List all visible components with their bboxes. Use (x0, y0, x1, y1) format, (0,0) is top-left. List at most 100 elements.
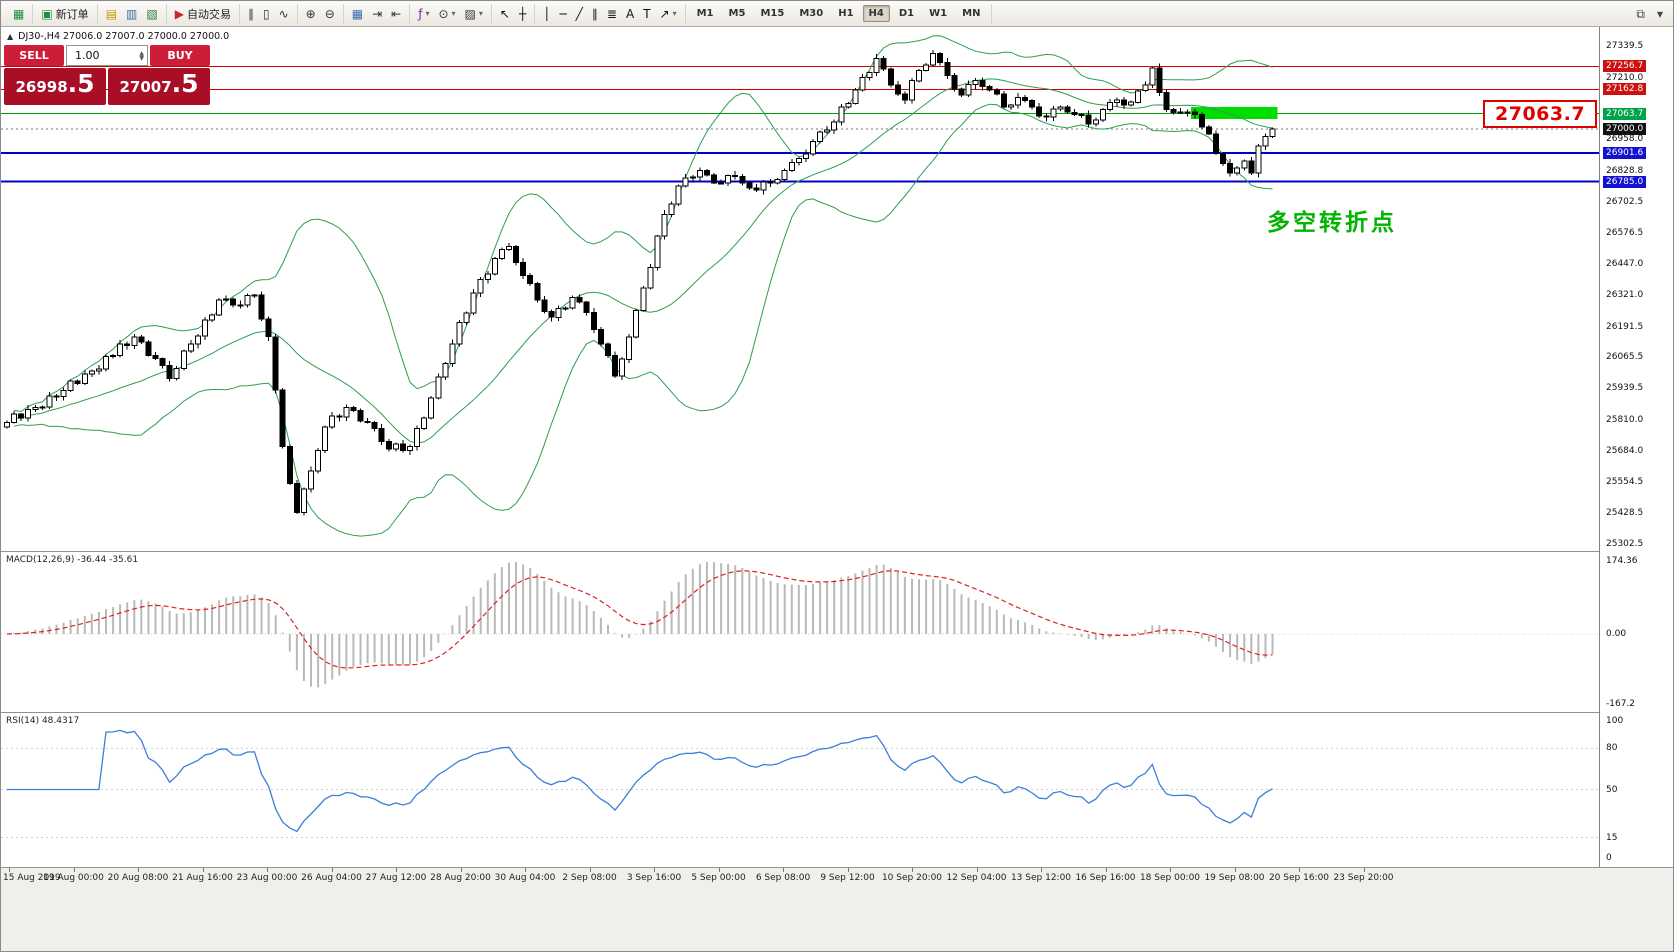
timeframe-w1-button[interactable]: W1 (929, 8, 948, 19)
rsi-axis-label: 80 (1606, 743, 1618, 754)
time-tick (1041, 868, 1042, 872)
arrows-button[interactable]: ↗ ▾ (656, 3, 681, 24)
price-line-label: 27162.8 (1603, 83, 1647, 96)
chart-shift-button[interactable]: ⇤ (387, 3, 405, 24)
auto-scroll-button[interactable]: ⇥ (368, 3, 386, 24)
macd-axis-label: 0.00 (1606, 629, 1627, 639)
timeframe-m15-button[interactable]: M15 (760, 8, 785, 19)
rsi-axis-label: 100 (1606, 716, 1624, 726)
toolbar: ▦ ▣ 新订单 ▤ ▥ ▧ ▶ 自动交易 ∥ ▯ ∿ ⊕ ⊖ ▦ ⇥ ⇤ ƒ ▾ ⊙ ▾ ▨ ▾ ↖ ┼ │ ─ ╱ ∥ ≣ A T ↗ ▾ M1… (1, 1, 1673, 27)
app-button[interactable]: ▦ (9, 3, 28, 24)
arrange-windows-button[interactable]: ⧉ (1632, 3, 1649, 24)
periods-button[interactable]: ⊙ ▾ (434, 3, 459, 24)
time-tick (783, 868, 784, 872)
timeframe-mn-button[interactable]: MN (962, 8, 981, 19)
one-click-collapse-icon[interactable]: ▲ (7, 32, 14, 41)
price-tag-label[interactable]: 27063.7 (1483, 100, 1598, 128)
volume-stepper[interactable]: ▲ ▼ (139, 49, 144, 62)
horizontal-line-button[interactable]: ─ (555, 3, 570, 24)
tile-windows-button[interactable]: ▦ (348, 3, 367, 24)
turning-point-annotation[interactable]: 多空转折点 (1267, 210, 1397, 236)
market-watch-button[interactable]: ▤ (102, 3, 121, 24)
sell-price-box[interactable]: 26998 .5 (4, 68, 106, 105)
line-chart-button[interactable]: ∿ (275, 3, 293, 24)
candlestick-chart-button[interactable]: ▯ (259, 3, 274, 24)
auto-trading-icon: ▶ (174, 6, 184, 21)
cursor-button[interactable]: ↖ (496, 3, 514, 24)
time-axis-label: 19 Aug 00:00 (43, 873, 104, 883)
macd-label: MACD(12,26,9) -36.44 -35.61 (6, 555, 139, 565)
volume-field[interactable]: 1.00 ▲ ▼ (66, 45, 148, 66)
toolbar-options-button[interactable]: ▾ (1653, 3, 1667, 24)
timeframe-h1-button[interactable]: H1 (838, 8, 854, 19)
rsi-panel[interactable] (1, 712, 1599, 867)
time-axis-label: 16 Sep 16:00 (1075, 873, 1136, 883)
price-line-label: 27000.0 (1603, 123, 1647, 136)
time-axis[interactable]: 15 Aug 2019 19 Aug 00:00 20 Aug 08:00 21 Au… (1, 867, 1673, 951)
timeframe-m1-button[interactable]: M1 (696, 8, 714, 19)
templates-button[interactable]: ▨ ▾ (461, 3, 487, 24)
price-axis-label: 26065.5 (1606, 352, 1644, 363)
stepper-up-icon[interactable]: ▲ (139, 49, 144, 57)
text-label-button[interactable]: T (639, 3, 654, 24)
timeframe-h4-button[interactable]: H4 (862, 5, 890, 22)
data-window-button[interactable]: ▥ (122, 3, 141, 24)
timeframe-m5-button[interactable]: M5 (728, 8, 746, 19)
macd-axis-label: -167.2 (1606, 699, 1636, 709)
timeframe-m30-button[interactable]: M30 (799, 8, 824, 19)
time-tick (1299, 868, 1300, 872)
toolbar-group: ▶ 自动交易 (167, 3, 240, 24)
crosshair-button[interactable]: ┼ (515, 3, 530, 24)
time-tick (1105, 868, 1107, 872)
zoom-out-button[interactable]: ⊖ (321, 3, 339, 24)
buy-button[interactable]: BUY (150, 45, 210, 66)
indicators-button[interactable]: ƒ ▾ (414, 3, 433, 24)
time-axis-label: 20 Aug 08:00 (107, 873, 169, 883)
rsi-canvas[interactable] (1, 713, 1599, 866)
auto-scroll-icon: ⇥ (372, 6, 383, 21)
time-tick (460, 868, 462, 872)
new-order-button[interactable]: ▣ 新订单 (37, 3, 92, 24)
zoom-in-icon: ⊕ (305, 6, 316, 21)
time-axis-label: 13 Sep 12:00 (1010, 873, 1072, 883)
time-axis-label: 27 Aug 12:00 (365, 873, 427, 883)
chart-area[interactable] (1, 27, 1599, 551)
fibonacci-icon: ≣ (606, 6, 617, 21)
price-line-label: 26785.0 (1603, 175, 1647, 188)
bar-chart-button[interactable]: ∥ (244, 3, 258, 24)
macd-panel[interactable] (1, 551, 1599, 712)
new-order-icon: ▣ (41, 6, 53, 21)
time-axis-label: 28 Aug 20:00 (430, 873, 491, 883)
trendline-button[interactable]: ╱ (572, 3, 587, 24)
text-button[interactable]: A (622, 3, 638, 24)
templates-icon: ▨ (464, 6, 476, 21)
price-axis[interactable]: 27339.5 27256.7 27210.0 27162.8 27063.7 27000… (1599, 27, 1673, 867)
vertical-line-button[interactable]: │ (539, 3, 554, 24)
zoom-in-button[interactable]: ⊕ (302, 3, 320, 24)
time-tick (718, 868, 720, 872)
chart-shift-icon: ⇤ (391, 6, 402, 21)
toolbar-group: ▤ ▥ ▧ (98, 3, 167, 24)
timeframe-d1-button[interactable]: D1 (898, 8, 915, 19)
chevron-down-icon: ▾ (451, 9, 456, 18)
time-axis-label: 10 Sep 20:00 (881, 873, 943, 883)
main-chart-canvas[interactable] (1, 27, 1599, 551)
chart-header: ▲ DJ30-,H4 27006.0 27007.0 27000.0 27000… (7, 31, 229, 42)
stepper-down-icon[interactable]: ▼ (139, 54, 144, 62)
price-axis-label: 25302.5 (1606, 538, 1644, 549)
buy-price-box[interactable]: 27007 .5 (108, 68, 210, 105)
navigator-button[interactable]: ▧ (142, 3, 161, 24)
price-axis-label: 26447.0 (1606, 259, 1644, 270)
price-axis-label: 26828.8 (1606, 165, 1644, 176)
rsi-axis-label: 15 (1606, 832, 1618, 843)
horizontal-line-icon: ─ (559, 6, 567, 21)
buy-price-big: .5 (171, 69, 199, 98)
auto-trading-button[interactable]: ▶ 自动交易 (171, 3, 235, 24)
navigator-icon: ▧ (146, 6, 158, 21)
channel-button[interactable]: ∥ (588, 3, 602, 24)
periods-icon: ⊙ (438, 6, 449, 21)
fibonacci-button[interactable]: ≣ (603, 3, 621, 24)
sell-button[interactable]: SELL (4, 45, 64, 66)
price-axis-label: 25684.0 (1606, 445, 1644, 456)
macd-canvas[interactable] (1, 552, 1599, 712)
